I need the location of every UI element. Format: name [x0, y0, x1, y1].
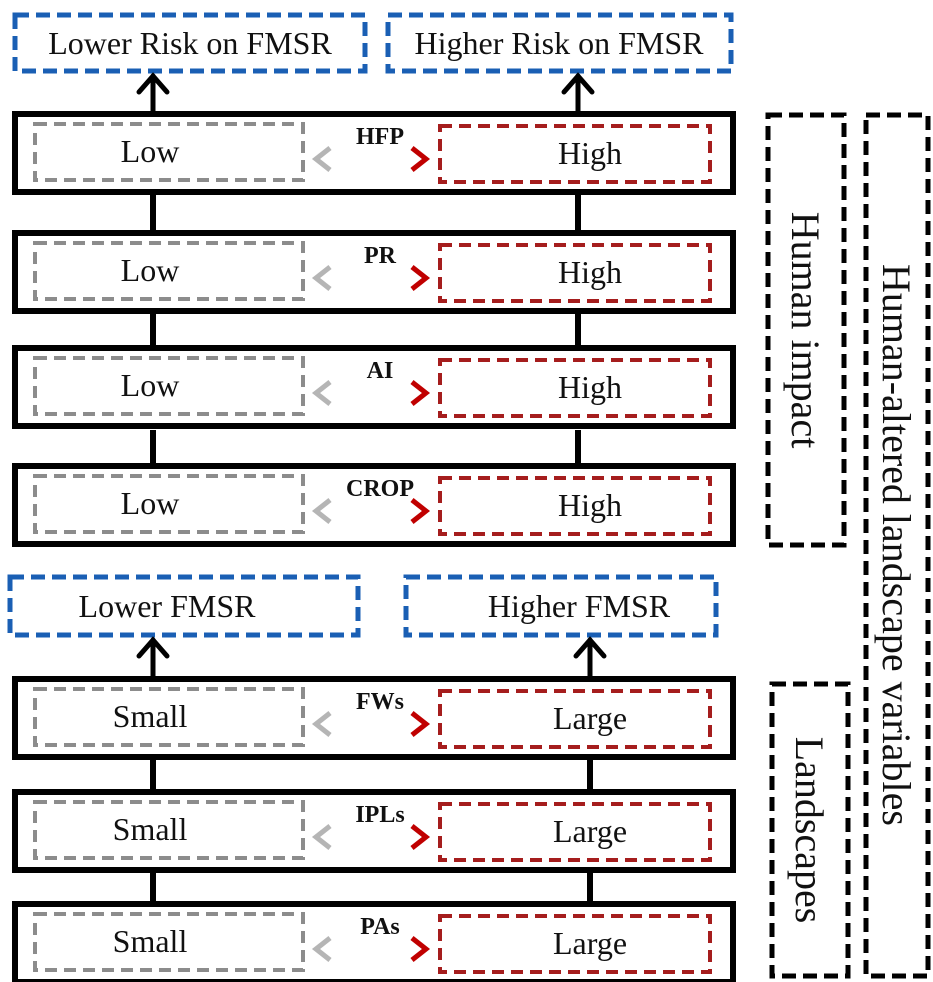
outcome-bottom-higher-label: Higher FMSR: [488, 588, 671, 624]
variable-row: Low High AI: [12, 345, 736, 429]
connectors-human-impact: [150, 192, 581, 466]
low-value-label: Small: [113, 811, 188, 847]
high-value-label: High: [558, 135, 622, 171]
low-value-box: [33, 800, 305, 860]
variable-row: Small Large PAs: [12, 901, 736, 982]
row-frame: [12, 230, 736, 314]
outcome-top-higher-label: Higher Risk on FMSR: [415, 25, 705, 61]
high-value-box: [438, 124, 712, 184]
high-value-box: [438, 802, 712, 862]
group-human-impact: Human impact: [765, 112, 847, 548]
up-arrow-top-left: [136, 72, 170, 117]
gradient-arrow: [311, 824, 431, 850]
high-value-label: High: [558, 254, 622, 290]
group-overall: Human-altered landscape variables: [863, 112, 931, 979]
variable-label: FWs: [356, 689, 404, 715]
variable-label: AI: [367, 358, 394, 384]
high-value-label: Large: [553, 925, 627, 961]
low-value-label: Low: [121, 252, 180, 288]
connectors-landscapes: [150, 756, 593, 904]
group-landscapes: Landscapes: [769, 681, 851, 979]
gradient-arrow: [311, 380, 431, 406]
high-value-box: [438, 914, 712, 974]
low-value-box: [33, 122, 305, 182]
group-landscapes-label: Landscapes: [787, 737, 832, 924]
low-value-box: [33, 687, 305, 747]
outcome-top-lower: Lower Risk on FMSR: [12, 12, 368, 74]
gradient-arrow: [311, 265, 431, 291]
low-value-label: Low: [121, 485, 180, 521]
group-human-impact-label: Human impact: [783, 212, 828, 449]
high-value-label: High: [558, 369, 622, 405]
high-value-label: Large: [553, 700, 627, 736]
low-value-label: Low: [121, 133, 180, 169]
outcome-bottom-lower-label: Lower FMSR: [79, 588, 257, 624]
gradient-arrow: [311, 936, 431, 962]
gradient-arrow: [311, 711, 431, 737]
variable-label: PAs: [360, 914, 400, 940]
high-value-box: [438, 243, 712, 303]
low-value-box: [33, 912, 305, 972]
high-value-label: High: [558, 487, 622, 523]
low-value-box: [33, 241, 305, 301]
group-overall-label: Human-altered landscape variables: [874, 264, 919, 826]
row-frame: [12, 345, 736, 429]
high-value-label: Large: [553, 813, 627, 849]
low-value-box: [33, 356, 305, 416]
low-value-box: [33, 474, 305, 534]
gradient-arrow: [311, 146, 431, 172]
low-value-label: Small: [113, 923, 188, 959]
low-value-label: Small: [113, 698, 188, 734]
high-value-box: [438, 689, 712, 749]
high-value-box: [438, 476, 712, 536]
outcome-top-higher: Higher Risk on FMSR: [385, 12, 734, 74]
variable-row: Low High CROP: [12, 463, 736, 547]
row-frame: [12, 111, 736, 195]
variable-row: Small Large FWs: [12, 676, 736, 760]
variable-label: IPLs: [355, 802, 404, 828]
outcome-bottom-lower: Lower FMSR: [7, 574, 361, 638]
outcome-bottom-higher: Higher FMSR: [403, 574, 719, 638]
variable-label: PR: [364, 243, 397, 269]
high-value-box: [438, 358, 712, 418]
variable-row: Low High HFP: [12, 111, 736, 195]
up-arrow-bottom-right: [573, 636, 607, 681]
low-value-label: Low: [121, 367, 180, 403]
row-frame: [12, 789, 736, 873]
up-arrow-bottom-left: [136, 636, 170, 681]
variable-rows: Low High HFP Low High PR Low High AI Low High CROP S…: [12, 111, 736, 982]
variable-row: Low High PR: [12, 230, 736, 314]
row-frame: [12, 463, 736, 547]
outcome-top-lower-label: Lower Risk on FMSR: [48, 25, 332, 61]
row-frame: [12, 901, 736, 982]
up-arrow-top-right: [561, 72, 595, 117]
variable-label: HFP: [356, 124, 404, 150]
variable-label: CROP: [346, 476, 414, 502]
row-frame: [12, 676, 736, 760]
gradient-arrow: [311, 498, 431, 524]
variable-row: Small Large IPLs: [12, 789, 736, 873]
